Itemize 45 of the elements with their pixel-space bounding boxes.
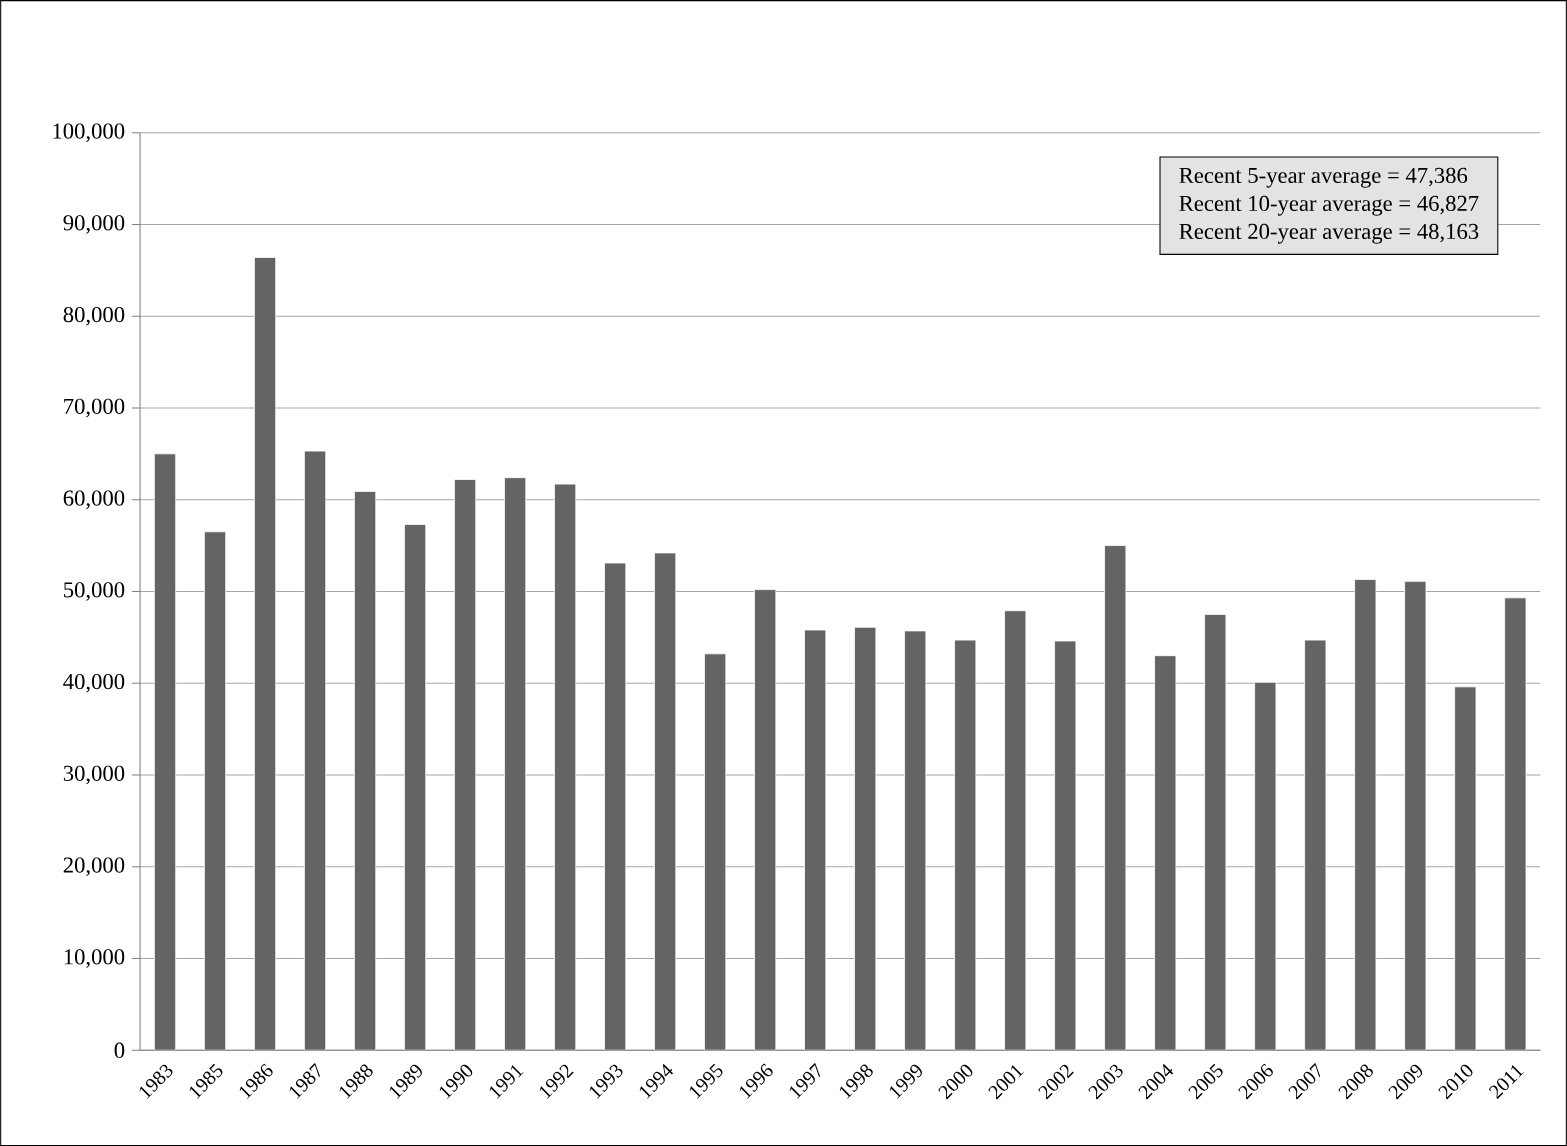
bar (604, 562, 627, 1051)
bar (253, 256, 277, 1051)
bar (504, 477, 527, 1051)
bar (1404, 580, 1427, 1051)
y-tick-label: 70,000 (64, 398, 125, 418)
bar (1354, 579, 1377, 1051)
bar (954, 639, 977, 1051)
bar (1204, 613, 1227, 1051)
y-tick-label: 10,000 (64, 949, 125, 968)
y-tick-label: 0 (114, 1042, 125, 1058)
x-tick-label: 1991 (489, 1065, 524, 1099)
bar (1154, 655, 1177, 1051)
bar (704, 653, 727, 1051)
y-tick-label: 80,000 (63, 306, 125, 326)
bar (354, 490, 377, 1051)
bar (1504, 597, 1527, 1051)
y-tick-label: 60,000 (63, 490, 125, 509)
y-tick-label: 50,000 (64, 582, 125, 601)
y-tick-label: 20,000 (63, 857, 125, 876)
bar (153, 453, 177, 1051)
bar (904, 630, 927, 1051)
bar (1254, 681, 1277, 1051)
bar (1454, 686, 1477, 1051)
bar (754, 589, 777, 1051)
x-tick-label: 2001 (988, 1065, 1024, 1100)
annotation: Recent 5-year average = 47,386 (1179, 167, 1468, 188)
bar (654, 552, 677, 1051)
bar (1304, 639, 1327, 1051)
y-tick-label: 90,000 (63, 215, 125, 234)
annotation: Recent 10-year average = 46,827 (1179, 195, 1479, 216)
y-tick-label: 40,000 (63, 673, 125, 693)
bar (454, 479, 477, 1051)
bar (804, 629, 827, 1051)
bar (404, 523, 427, 1051)
bar (304, 450, 327, 1051)
bar (1054, 640, 1077, 1051)
y-tick-label: 100,000 (53, 123, 125, 142)
bar (1004, 610, 1027, 1051)
bar (554, 483, 577, 1051)
bar (203, 531, 227, 1051)
bar (1104, 545, 1127, 1051)
y-tick-label: 30,000 (63, 765, 125, 785)
annotation: Recent 20-year average = 48,163 (1179, 223, 1479, 244)
x-tick-label: 2011 (1488, 1065, 1524, 1099)
bar (854, 626, 877, 1051)
